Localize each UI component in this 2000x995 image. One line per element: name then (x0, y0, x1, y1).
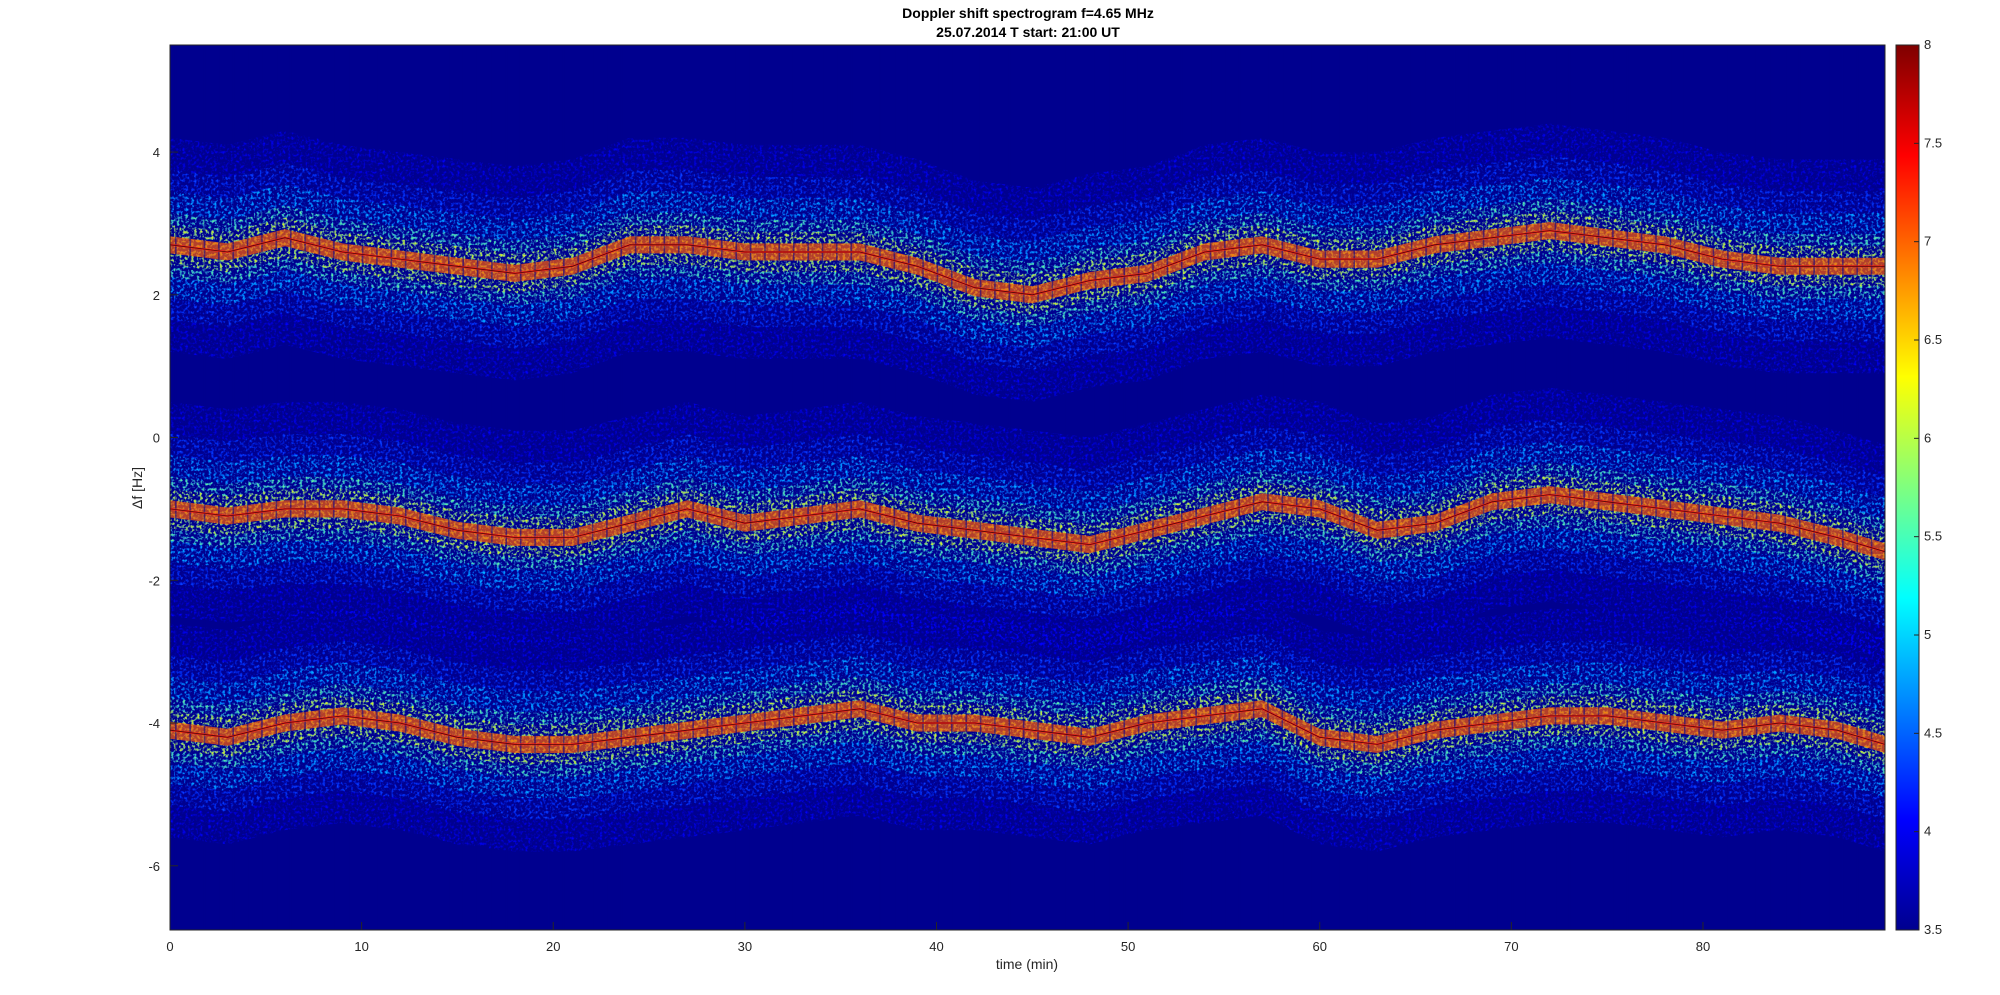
doppler-traces (170, 229, 1885, 746)
colorbar-tick-label: 5.5 (1924, 529, 1942, 544)
trace-black-2 (170, 494, 1885, 553)
x-axis-ticks: 0 10 20 30 40 50 60 70 80 (166, 922, 1710, 954)
x-tick-label: 80 (1696, 939, 1710, 954)
colorbar-tick-label: 8 (1924, 37, 1931, 52)
y-axis-label: Δf [Hz] (129, 467, 145, 509)
signal-band-1 (170, 123, 1885, 402)
colorbar-tick-label: 6 (1924, 430, 1931, 445)
x-tick-label: 70 (1504, 939, 1518, 954)
y-axis-ticks: 4 2 0 -2 -4 -6 (148, 145, 178, 874)
colorbar-tick-label: 6.5 (1924, 332, 1942, 347)
colorbar-ticks: 8 7.5 7 6.5 6 5.5 5 4.5 4 3.5 (1914, 37, 1942, 937)
y-tick-label: 0 (153, 431, 160, 446)
time-segment-stripes (174, 45, 1873, 930)
plot-frame (169, 44, 1886, 931)
signal-band-2 (170, 387, 1885, 659)
colorbar-tick-label: 3.5 (1924, 922, 1942, 937)
colorbar-tick-label: 4 (1924, 824, 1931, 839)
colorbar-tick-label: 7 (1924, 234, 1931, 249)
plot-area (170, 45, 1885, 930)
y-tick-label: 2 (153, 288, 160, 303)
colorbar (1896, 45, 1919, 930)
band-layer (170, 700, 1885, 753)
colorbar-tick-label: 5 (1924, 627, 1931, 642)
colorbar-frame (1895, 44, 1920, 931)
y-tick-label: 4 (153, 145, 160, 160)
signal-band-3 (170, 601, 1885, 852)
x-axis-label: time (min) (996, 956, 1058, 972)
colorbar-tick-label: 4.5 (1924, 725, 1942, 740)
y-tick-label: -6 (148, 859, 160, 874)
x-tick-label: 0 (166, 939, 173, 954)
signal-bands (170, 123, 1885, 852)
x-tick-label: 60 (1312, 939, 1326, 954)
x-tick-label: 10 (354, 939, 368, 954)
trace-black-1 (170, 230, 1885, 296)
trace-black-3 (170, 708, 1885, 745)
x-tick-label: 30 (738, 939, 752, 954)
chart-subtitle: 25.07.2014 T start: 21:00 UT (936, 24, 1120, 40)
colorbar-tick-label: 7.5 (1924, 135, 1942, 150)
chart-title: Doppler shift spectrogram f=4.65 MHz (902, 5, 1154, 21)
x-tick-label: 20 (546, 939, 560, 954)
y-tick-label: -4 (148, 716, 160, 731)
y-tick-label: -2 (148, 573, 160, 588)
x-tick-label: 40 (929, 939, 943, 954)
x-tick-label: 50 (1121, 939, 1135, 954)
band-layer (170, 474, 1885, 572)
